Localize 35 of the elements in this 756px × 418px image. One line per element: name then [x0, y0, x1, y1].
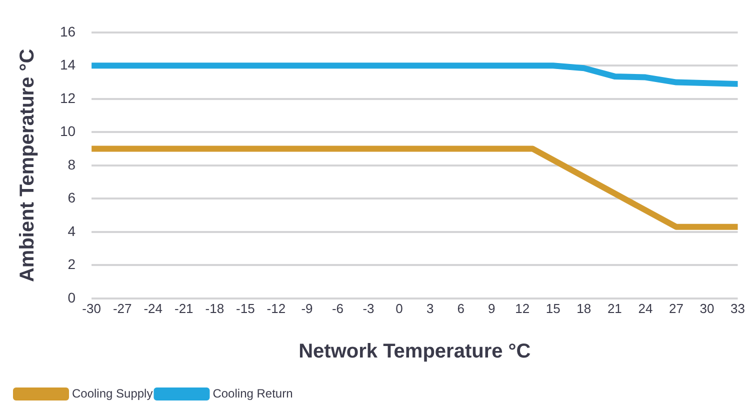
x-tick-label: 33 [730, 300, 746, 316]
x-tick-label: 15 [546, 300, 560, 316]
x-tick-label: -27 [112, 300, 132, 316]
legend-label: Cooling Supply [72, 386, 153, 400]
x-tick-label: 12 [515, 300, 530, 316]
x-tick-label: 9 [488, 300, 496, 316]
x-tick-label: 6 [457, 300, 464, 316]
y-axis-title: Ambient Temperature °C [16, 48, 39, 282]
x-tick-label: 21 [607, 300, 622, 316]
x-tick-label: 30 [700, 300, 714, 316]
x-tick-label: 18 [576, 300, 592, 316]
y-tick-label: 2 [68, 256, 76, 272]
y-tick-label: 12 [60, 90, 76, 106]
x-tick-label: -30 [82, 300, 101, 316]
x-tick-label: -18 [205, 300, 224, 316]
y-tick-label: 6 [68, 190, 76, 206]
x-tick-label: -15 [236, 300, 255, 316]
x-tick-label: -6 [332, 300, 344, 316]
x-tick-label: -12 [266, 300, 286, 316]
x-tick-label: -9 [301, 300, 313, 316]
x-tick-label: -24 [144, 300, 163, 316]
y-tick-label: 14 [60, 56, 76, 73]
x-tick-label: 0 [396, 300, 403, 316]
y-tick-label: 0 [68, 289, 76, 306]
x-tick-label: 3 [426, 300, 434, 316]
y-tick-label: 4 [68, 222, 76, 239]
x-tick-label: 24 [638, 300, 653, 316]
y-tick-label: 8 [68, 156, 76, 172]
y-tick-label: 10 [60, 123, 76, 140]
y-tick-label: 16 [60, 23, 76, 40]
x-tick-label: -3 [362, 300, 374, 316]
x-tick-label: -21 [174, 300, 194, 316]
legend-label: Cooling Return [212, 386, 293, 400]
x-axis-title: Network Temperature °C [298, 340, 531, 363]
x-tick-label: 27 [668, 300, 684, 316]
